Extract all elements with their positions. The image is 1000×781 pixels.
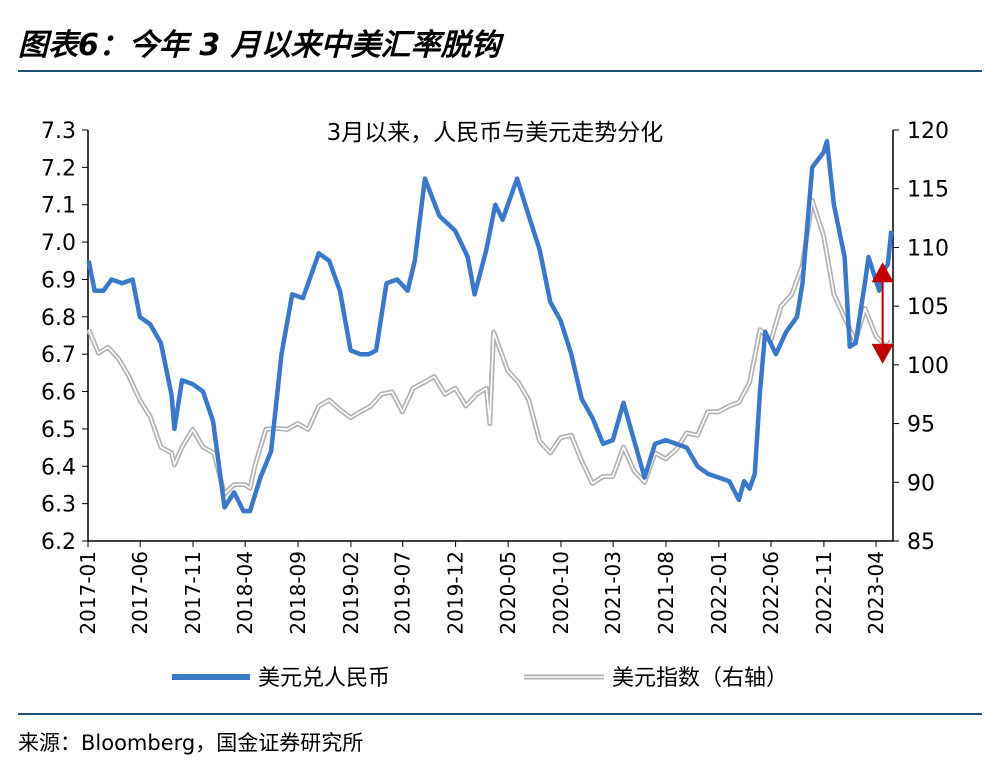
- left-tick-label: 7.1: [41, 194, 76, 219]
- right-tick-label: 120: [907, 119, 949, 144]
- chart-lines: [86, 138, 894, 514]
- left-tick-label: 6.6: [41, 381, 76, 406]
- legend-usdcny-label: 美元兑人民币: [258, 666, 390, 691]
- right-tick-label: 95: [907, 413, 935, 438]
- left-tick-label: 7.2: [41, 156, 76, 181]
- x-tick-label: 2018-09: [286, 551, 310, 635]
- legend-dxy-label: 美元指数（右轴）: [612, 666, 788, 691]
- right-tick-label: 85: [907, 530, 935, 555]
- left-tick-label: 7.0: [41, 231, 76, 256]
- x-tick-label: 2017-06: [128, 551, 152, 635]
- figure-title: 图表6：今年 3 月以来中美汇率脱钩: [18, 28, 501, 63]
- left-tick-label: 6.5: [41, 418, 76, 443]
- x-tick-label: 2019-07: [391, 551, 415, 635]
- usdcny-line: [86, 138, 894, 514]
- chart-title: 3月以来，人民币与美元走势分化: [327, 120, 664, 146]
- title-rule: [18, 70, 982, 72]
- right-tick-label: 90: [907, 471, 935, 496]
- left-tick-label: 6.4: [41, 455, 76, 480]
- x-tick-label: 2021-08: [654, 551, 678, 635]
- x-tick-label: 2021-03: [601, 551, 625, 635]
- right-tick-label: 110: [907, 236, 949, 261]
- x-tick-label: 2018-04: [233, 551, 257, 635]
- chart-axes: 6.2 6.3 6.4 6.5 6.6 6.7 6.8 6.9 7.0 7.1 7.2 7.3 85 90…: [41, 119, 949, 635]
- x-tick-label: 2020-10: [549, 551, 573, 635]
- x-tick-label: 2019-02: [339, 551, 363, 635]
- left-tick-label: 6.7: [41, 343, 76, 368]
- x-tick-label: 2019-12: [444, 551, 468, 635]
- source-note: 来源：Bloomberg，国金证券研究所: [18, 731, 364, 755]
- x-tick-label: 2017-01: [76, 551, 100, 635]
- left-tick-label: 6.3: [41, 493, 76, 518]
- arrow-head-down: [871, 343, 894, 364]
- x-tick-label: 2020-05: [496, 551, 520, 635]
- right-tick-label: 115: [907, 178, 949, 203]
- left-tick-label: 6.8: [41, 306, 76, 331]
- x-tick-label: 2023-04: [864, 551, 888, 635]
- x-tick-label: 2022-06: [759, 551, 783, 635]
- x-tick-label: 2022-11: [812, 551, 836, 635]
- usdcny-series: [86, 138, 894, 514]
- left-tick-label: 6.2: [41, 530, 76, 555]
- left-tick-label: 7.3: [41, 119, 76, 144]
- divergence-arrow: [871, 262, 894, 364]
- right-tick-label: 100: [907, 354, 949, 379]
- right-tick-label: 105: [907, 295, 949, 320]
- x-tick-label: 2022-01: [707, 551, 731, 635]
- left-tick-label: 6.9: [41, 268, 76, 293]
- arrow-head-up: [871, 262, 894, 283]
- chart-legend: 美元兑人民币 美元指数（右轴）: [172, 666, 788, 691]
- source-rule: [18, 713, 982, 715]
- x-tick-label: 2017-11: [181, 551, 205, 635]
